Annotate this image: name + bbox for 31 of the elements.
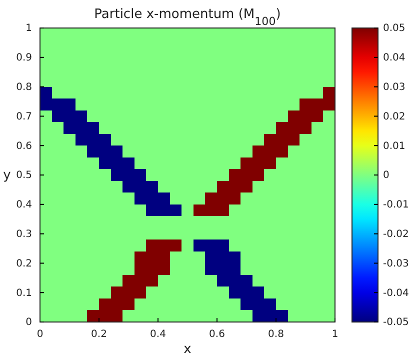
color-bar-label: -0.02 [383,229,409,240]
x-tick-label: 0.2 [91,329,107,340]
color-bar-label: -0.04 [383,288,409,299]
y-tick-label: 0.3 [16,229,32,240]
chart-title: Particle x-momentum (M$_{100}$) [94,7,281,28]
x-tick-label: 0 [36,329,44,340]
y-tick-label: 0.9 [16,52,32,64]
x-tick-label: 0.4 [150,329,166,340]
y-tick-label: 0.6 [16,140,32,152]
y-tick-label: 0.7 [16,111,32,122]
x-tick-label: 1 [332,329,338,340]
y-axis-title: y [3,168,12,183]
y-tick-label: 1 [26,23,32,34]
y-tick-label: 0 [26,317,32,328]
x-axis-title: x [184,342,192,357]
x-tick-label: 0.6 [209,329,225,340]
color-bar-label: -0.05 [383,317,409,328]
y-tick-label: 0.8 [16,82,32,93]
color-bar-label: 0.02 [383,111,406,122]
x-tick-label: 0.8 [268,329,284,340]
color-bar-label: 0.05 [383,23,406,34]
color-bar-label: -0.01 [383,200,409,211]
y-tick-label: 0.2 [16,258,32,270]
y-tick-label: 0.1 [16,288,32,299]
color-bar-label: 0.04 [383,52,406,64]
color-bar-label: 0 [383,170,390,182]
color-bar-label: 0.01 [383,140,406,152]
y-tick-label: 0.5 [16,170,32,182]
color-bar-label: 0.03 [383,82,406,93]
color-bar-label: -0.03 [383,258,409,270]
y-tick-label: 0.4 [16,200,32,211]
